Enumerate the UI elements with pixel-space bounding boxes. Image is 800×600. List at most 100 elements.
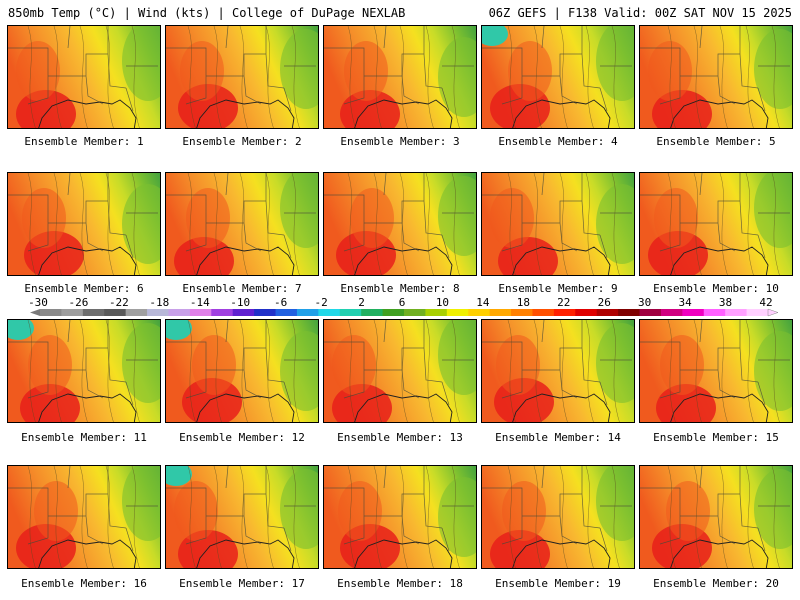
isotherm-contour: [425, 173, 434, 275]
ensemble-member-label: Ensemble Member: 18: [337, 577, 463, 590]
header-right-title: 06Z GEFS | F138 Valid: 00Z SAT NOV 15 20…: [488, 6, 792, 20]
warm-plume: [666, 481, 710, 541]
cool-area: [280, 173, 318, 248]
colorbar-swatch: [104, 309, 127, 316]
isotherm-contour: [187, 320, 196, 422]
temperature-map: [482, 320, 634, 422]
coastline: [196, 393, 295, 422]
isotherm-contour: [611, 173, 620, 275]
isotherm-contour: [105, 26, 114, 128]
isotherm-contour: [693, 320, 702, 422]
isotherm-contour: [347, 173, 356, 275]
warm-plume: [338, 481, 382, 541]
ensemble-member-label: Ensemble Member: 15: [653, 431, 779, 444]
state-borders: [8, 173, 158, 259]
colorbar-tick-label: -2: [314, 296, 327, 309]
warm-plume: [332, 335, 376, 395]
isotherm-contour: [347, 26, 356, 128]
coastline: [512, 393, 611, 422]
colorbar-swatch: [254, 309, 277, 316]
isotherm-contour: [559, 26, 568, 128]
isotherm-contour: [533, 320, 542, 422]
isotherm-contour: [507, 466, 516, 568]
ensemble-member-panel: [165, 172, 319, 276]
ensemble-member-label: Ensemble Member: 2: [182, 135, 302, 148]
colorbar-left-arrow: [30, 309, 40, 316]
temperature-map: [8, 26, 160, 128]
warm-plume: [22, 188, 66, 248]
colorbar-swatch: [382, 309, 405, 316]
warm-core: [656, 384, 716, 422]
state-borders: [324, 26, 474, 112]
colorbar-swatch: [489, 309, 512, 316]
cool-area: [754, 469, 792, 549]
isotherm-contour: [131, 320, 140, 422]
coastline: [512, 246, 611, 275]
isotherm-contour: [719, 26, 728, 128]
isotherm-contour: [533, 173, 542, 275]
colorbar-tick-label: 26: [598, 296, 611, 309]
warm-plume: [660, 335, 704, 395]
isotherm-contour: [131, 466, 140, 568]
isotherm-contour: [585, 466, 594, 568]
isotherm-contour: [213, 173, 222, 275]
temperature-map: [166, 466, 318, 568]
coastline: [354, 539, 453, 568]
warm-plume: [192, 335, 236, 395]
warm-plume: [34, 481, 78, 541]
state-borders: [8, 320, 158, 406]
temperature-map: [324, 26, 476, 128]
colorbar-swatch: [725, 309, 748, 316]
isotherm-contour: [719, 320, 728, 422]
isotherm-contour: [105, 173, 114, 275]
colorbar-swatch: [660, 309, 683, 316]
colorbar-swatch: [82, 309, 105, 316]
colorbar-swatch: [125, 309, 148, 316]
ensemble-member-label: Ensemble Member: 4: [498, 135, 618, 148]
isotherm-contour: [667, 466, 676, 568]
temperature-map: [640, 320, 792, 422]
cool-area: [280, 29, 318, 109]
ensemble-member-panel: [7, 25, 161, 129]
isotherm-contour: [585, 173, 594, 275]
isotherm-contour: [559, 320, 568, 422]
isotherm-contour: [79, 320, 88, 422]
coastline: [38, 246, 137, 275]
state-borders: [640, 173, 790, 259]
isotherm-contour: [265, 26, 274, 128]
isotherm-contour: [585, 320, 594, 422]
isotherm-contour: [451, 173, 460, 275]
isotherm-contour: [53, 26, 62, 128]
colorbar-tick-label: 22: [557, 296, 570, 309]
isotherm-contour: [105, 320, 114, 422]
warm-plume: [174, 481, 218, 541]
colorbar-swatch: [147, 309, 169, 316]
warm-plume: [344, 41, 388, 101]
ensemble-member-label: Ensemble Member: 6: [24, 282, 144, 295]
warm-plume: [648, 41, 692, 101]
isotherm-contour: [79, 466, 88, 568]
isotherm-contour: [53, 173, 62, 275]
colorbar-swatch: [189, 309, 212, 316]
isotherm-contour: [611, 26, 620, 128]
isotherm-contour: [239, 26, 248, 128]
ensemble-member-panel: [323, 465, 477, 569]
colorbar-swatch: [596, 309, 619, 316]
colorbar-swatch: [339, 309, 362, 316]
isotherm-contour: [187, 26, 196, 128]
colorbar-tick-label: -18: [149, 296, 169, 309]
ensemble-member-panel: [165, 465, 319, 569]
ensemble-member-label: Ensemble Member: 11: [21, 431, 147, 444]
isotherm-contour: [213, 26, 222, 128]
colorbar-swatch: [532, 309, 555, 316]
isotherm-contour: [771, 26, 780, 128]
isotherm-contour: [771, 173, 780, 275]
colorbar-swatch: [746, 309, 769, 316]
isotherm-contour: [239, 320, 248, 422]
isotherm-contour: [239, 466, 248, 568]
ensemble-member-label: Ensemble Member: 8: [340, 282, 460, 295]
isotherm-contour: [745, 173, 754, 275]
isotherm-contour: [693, 173, 702, 275]
colorbar-tick-label: 10: [436, 296, 449, 309]
ensemble-member-panel: [7, 319, 161, 423]
